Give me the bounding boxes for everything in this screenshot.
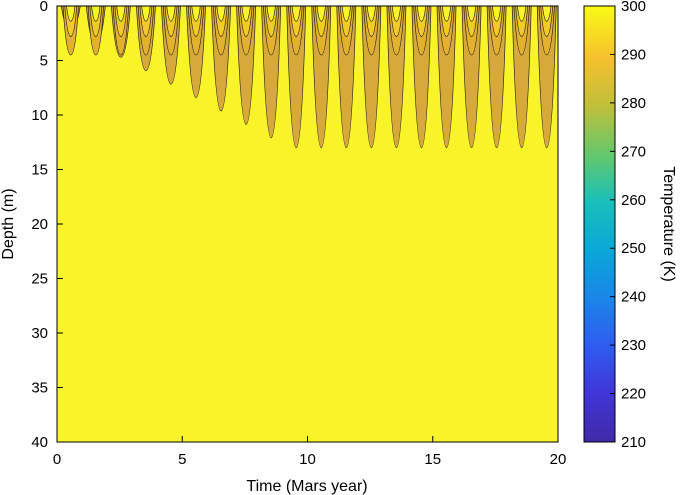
seasonal-lobe (416, 6, 427, 22)
seasonal-lobe (241, 6, 251, 22)
y-tick-label: 25 (31, 271, 48, 288)
x-axis: 0 5 10 15 20 (53, 436, 567, 468)
y-tick-label: 40 (31, 434, 48, 451)
colorbar-tick-label: 240 (621, 289, 646, 306)
colorbar-tick-label: 270 (621, 143, 646, 160)
colorbar-tick-label: 300 (621, 0, 646, 15)
seasonal-lobe (341, 6, 351, 22)
x-tick-label: 10 (299, 451, 316, 468)
colorbar-tick-label: 250 (621, 240, 646, 257)
colorbar-ticks: 210 220 230 240 250 260 270 280 290 300 (610, 0, 646, 451)
x-tick-label: 0 (53, 451, 61, 468)
seasonal-lobe (216, 6, 226, 22)
seasonal-lobe (91, 6, 101, 22)
seasonal-cycles (60, 6, 557, 149)
colorbar-label: Temperature (K) (660, 166, 677, 282)
colorbar-tick-label: 220 (621, 386, 646, 403)
y-tick-label: 35 (31, 380, 48, 397)
y-axis-label: Depth (m) (0, 188, 17, 259)
seasonal-lobe (291, 6, 301, 22)
colorbar-tick-label: 290 (621, 46, 646, 63)
y-tick-label: 15 (31, 162, 48, 179)
colorbar-tick-label: 260 (621, 192, 646, 209)
y-tick-label: 30 (31, 325, 48, 342)
seasonal-lobe (466, 6, 477, 22)
seasonal-lobe (141, 6, 151, 22)
seasonal-lobe (191, 6, 201, 22)
seasonal-lobe (266, 6, 276, 22)
seasonal-lobe (366, 6, 376, 22)
seasonal-lobe (391, 6, 402, 22)
x-tick-label: 20 (550, 451, 567, 468)
seasonal-lobe (166, 6, 176, 22)
seasonal-lobe (66, 6, 76, 22)
seasonal-lobe (441, 6, 452, 22)
colorbar-tick-label: 230 (621, 337, 646, 354)
contour-bands (57, 6, 558, 442)
seasonal-lobe (316, 6, 326, 22)
colorbar-gradient (583, 5, 616, 443)
seasonal-lobe (492, 6, 502, 22)
contour-band-290-300 (57, 6, 558, 442)
y-axis: 0 5 10 15 20 25 30 35 40 (31, 0, 63, 451)
colorbar: 210 220 230 240 250 260 270 280 290 300 (583, 0, 646, 451)
x-tick-label: 15 (424, 451, 441, 468)
x-axis-label: Time (Mars year) (246, 478, 367, 495)
x-tick-label: 5 (178, 451, 186, 468)
seasonal-lobe (517, 6, 527, 22)
seasonal-lobe (116, 6, 126, 22)
y-tick-label: 5 (40, 53, 48, 70)
colorbar-tick-label: 210 (621, 434, 646, 451)
seasonal-lobe (542, 6, 552, 22)
y-tick-label: 0 (40, 0, 48, 15)
y-tick-label: 10 (31, 107, 48, 124)
plot-area (57, 6, 558, 442)
colorbar-tick-label: 280 (621, 95, 646, 112)
y-tick-label: 20 (31, 216, 48, 233)
